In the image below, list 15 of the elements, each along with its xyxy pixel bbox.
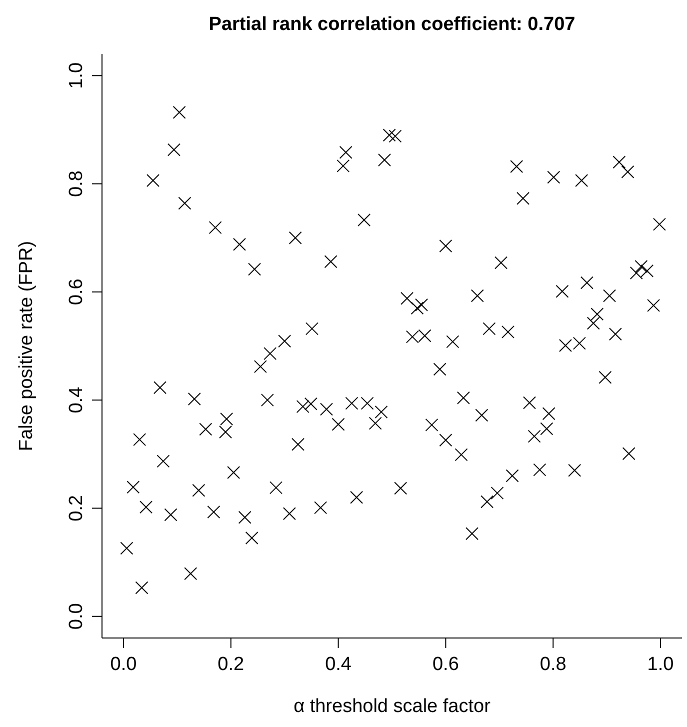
y-tick-label: 0.4 <box>66 386 87 414</box>
y-tick-label: 0.8 <box>66 170 87 197</box>
y-tick-label: 0.2 <box>66 495 87 522</box>
y-tick-label: 0.0 <box>66 603 87 630</box>
x-tick-label: 0.4 <box>325 654 352 675</box>
y-tick-label: 1.0 <box>66 62 87 89</box>
y-axis-title: False positive rate (FPR) <box>16 240 37 452</box>
x-tick-label: 0.0 <box>110 654 137 675</box>
x-tick-label: 0.8 <box>540 654 566 675</box>
y-tick-label: 0.6 <box>66 278 87 306</box>
x-tick-label: 1.0 <box>647 654 674 675</box>
x-tick-label: 0.2 <box>218 654 244 675</box>
x-tick-label: 0.6 <box>432 654 459 675</box>
chart-title: Partial rank correlation coefficient: 0.707 <box>208 14 576 35</box>
x-axis-title: α threshold scale factor <box>294 696 492 717</box>
